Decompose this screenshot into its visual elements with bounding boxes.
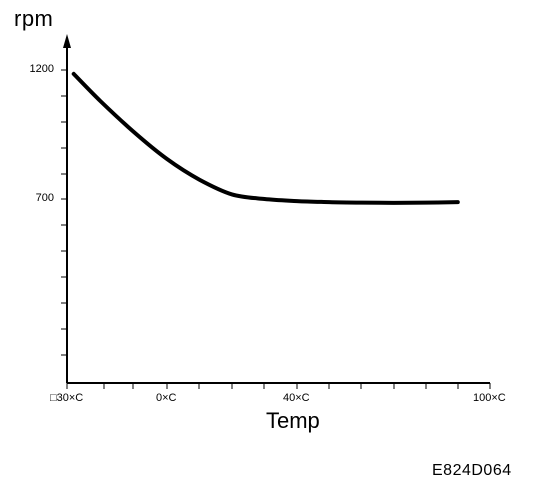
y-tick-label-700: 700 (35, 192, 54, 204)
series-line-0 (71, 71, 460, 205)
x-axis-title: Temp (266, 408, 320, 433)
x-tick-label-100: 100×C (473, 392, 506, 404)
x-tick-label-0: 0×C (156, 392, 177, 404)
x-tick-label-minus30: □30×C (50, 392, 84, 404)
y-axis-arrow (63, 34, 71, 48)
x-minor-ticks (66, 383, 491, 389)
series-group (71, 71, 460, 205)
x-tick-label-40: 40×C (283, 392, 310, 404)
y-minor-ticks (61, 69, 67, 356)
y-axis-title: rpm (14, 6, 54, 31)
y-tick-label-1200: 1200 (29, 63, 54, 75)
figure-code: E824D064 (432, 462, 512, 479)
